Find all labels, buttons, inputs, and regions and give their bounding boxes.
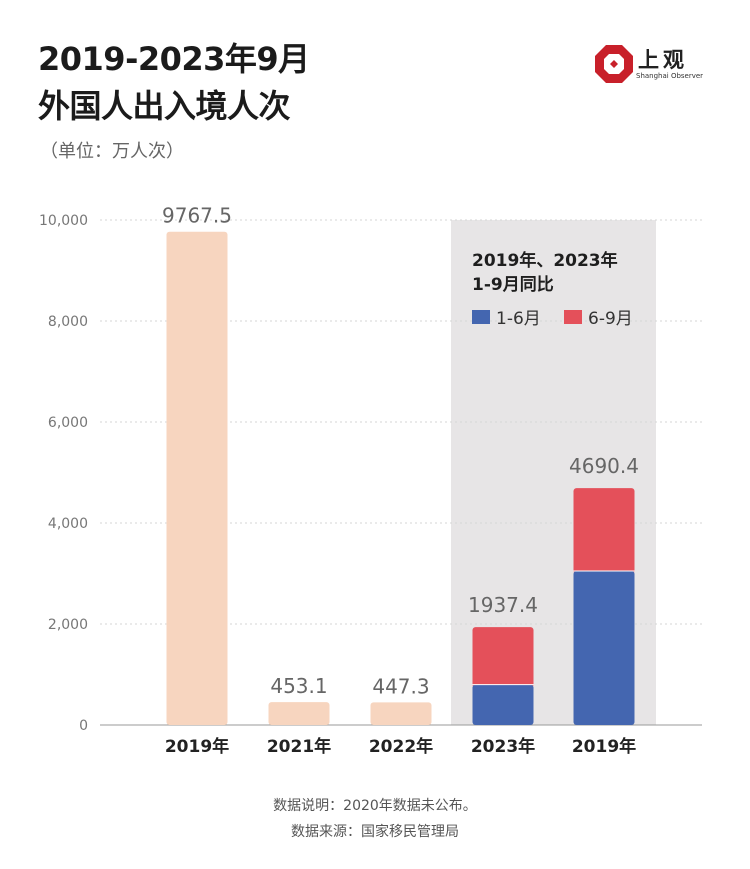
y-tick-label: 10,000	[39, 213, 88, 229]
legend-title-line-2: 1-9月同比	[472, 274, 554, 295]
y-tick-label: 6,000	[48, 415, 88, 431]
y-tick-label: 8,000	[48, 314, 88, 330]
x-tick-label: 2023年	[471, 736, 535, 757]
y-tick-label: 2,000	[48, 617, 88, 633]
y-tick-label: 0	[79, 718, 88, 734]
data-label: 447.3	[372, 674, 429, 698]
data-label: 453.1	[270, 674, 327, 698]
bar-0	[166, 231, 228, 725]
logo-text-cn: 上观	[638, 48, 688, 72]
total-label: 1937.4	[468, 593, 538, 617]
legend-swatch-1-6	[472, 310, 490, 324]
legend-title-line-1: 2019年、2023年	[472, 250, 618, 271]
shanghai-observer-logo: 上观 Shanghai Observer	[594, 44, 714, 88]
logo-text-en: Shanghai Observer	[636, 72, 704, 80]
footer-source: 数据来源：国家移民管理局	[291, 824, 459, 840]
x-tick-label: 2021年	[267, 736, 331, 757]
title-line-1: 2019-2023年9月	[38, 40, 310, 78]
legend-label-6-9: 6-9月	[588, 309, 633, 329]
legend-swatch-6-9	[564, 310, 582, 324]
total-label: 4690.4	[569, 454, 639, 478]
stacked-segment-1-6	[573, 570, 635, 725]
stacked-segment-6-9	[472, 627, 534, 688]
bar-2	[370, 702, 432, 725]
data-label: 9767.5	[162, 204, 232, 228]
page-title: 2019-2023年9月 外国人出入境人次	[38, 36, 310, 130]
unit-label: （单位：万人次）	[40, 141, 184, 162]
x-tick-label: 2019年	[165, 736, 229, 757]
y-tick-label: 4,000	[48, 516, 88, 532]
title-line-2: 外国人出入境人次	[38, 87, 291, 125]
bar-chart: 0 2,000 4,000 6,000 8,000 10,000 9767.5 453.1 44…	[39, 204, 702, 757]
bar-1	[268, 702, 330, 725]
x-tick-label: 2019年	[572, 736, 636, 757]
footer-note: 数据说明：2020年数据未公布。	[273, 798, 477, 814]
x-tick-label: 2022年	[369, 736, 433, 757]
stacked-segment-1-6	[472, 684, 534, 725]
stacked-segment-6-9	[573, 488, 635, 574]
logo-mark-icon	[595, 45, 633, 83]
legend-label-1-6: 1-6月	[496, 309, 541, 329]
